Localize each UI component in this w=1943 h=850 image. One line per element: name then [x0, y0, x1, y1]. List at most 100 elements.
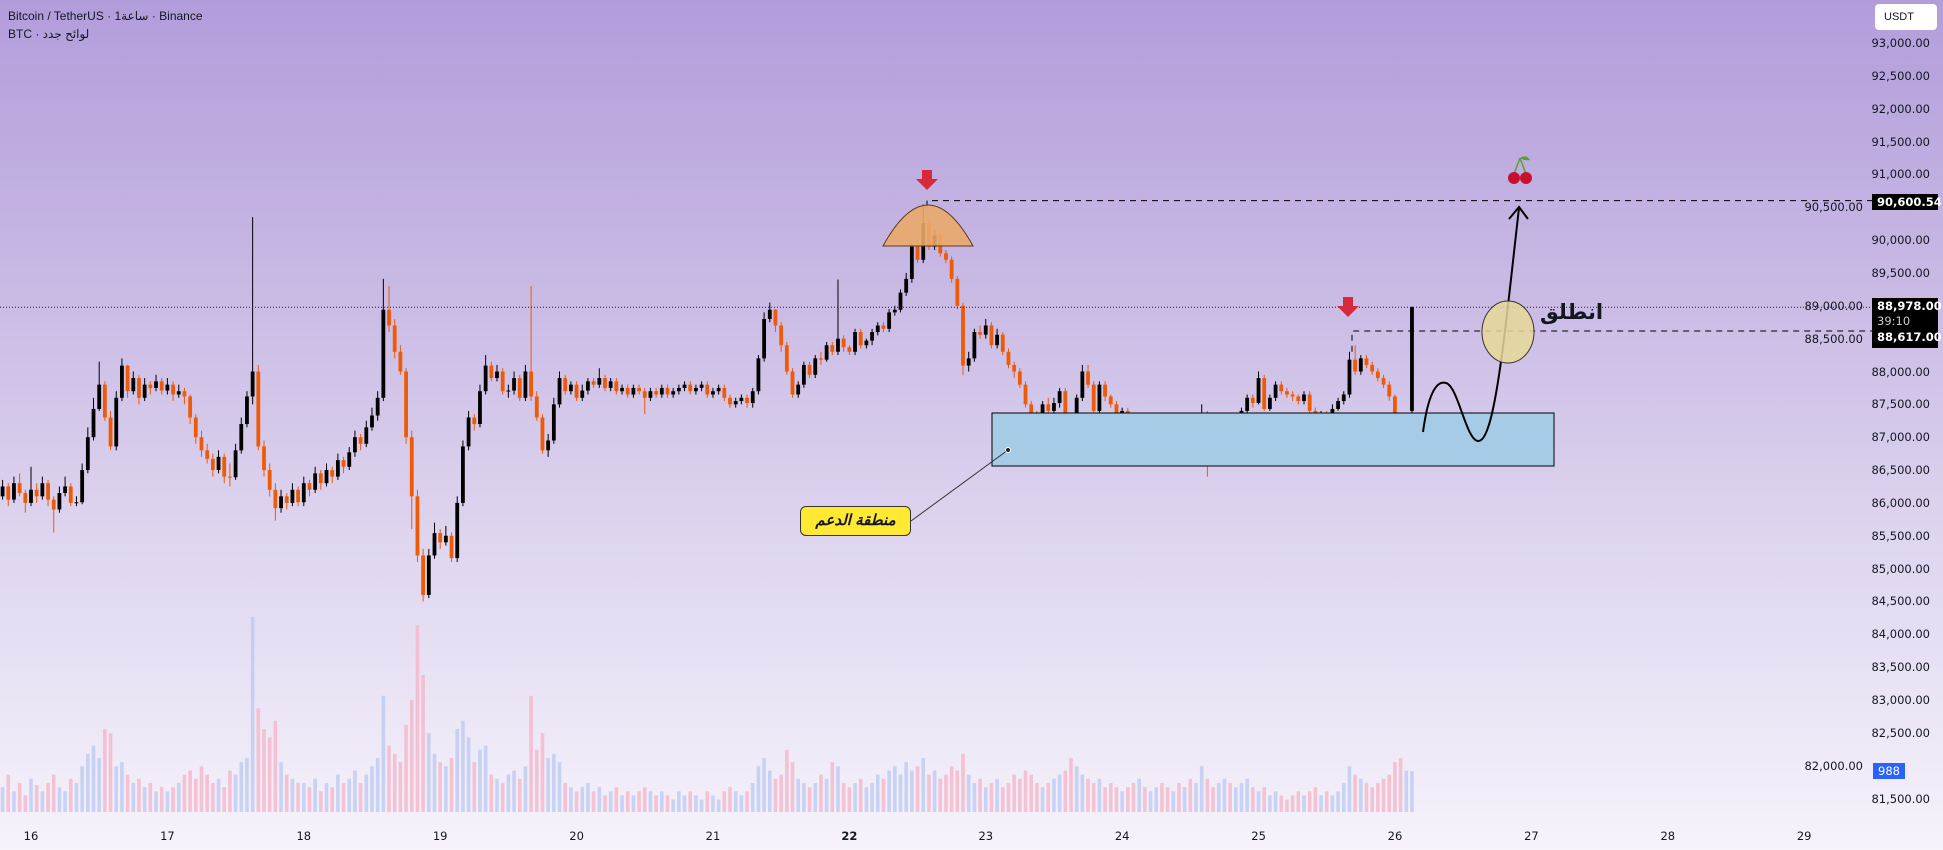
candle[interactable]: [1108, 394, 1113, 408]
candle[interactable]: [586, 378, 590, 395]
candle[interactable]: [745, 394, 749, 408]
candle[interactable]: [637, 384, 641, 395]
candle[interactable]: [182, 387, 187, 405]
candle[interactable]: [228, 463, 232, 487]
candle[interactable]: [148, 381, 153, 395]
candle[interactable]: [40, 476, 45, 500]
candle[interactable]: [722, 384, 727, 402]
candle[interactable]: [966, 351, 971, 372]
candle[interactable]: [210, 453, 215, 477]
candle[interactable]: [676, 384, 681, 395]
candle[interactable]: [580, 384, 585, 402]
candle[interactable]: [171, 381, 175, 402]
candle[interactable]: [443, 525, 448, 546]
candle[interactable]: [551, 397, 556, 444]
candle[interactable]: [1358, 355, 1363, 375]
candle[interactable]: [1302, 391, 1306, 405]
candle[interactable]: [961, 302, 965, 375]
candle[interactable]: [1091, 381, 1096, 415]
candle[interactable]: [409, 430, 414, 530]
candle[interactable]: [563, 374, 568, 395]
candle[interactable]: [665, 384, 670, 398]
candle[interactable]: [1370, 361, 1375, 375]
candle[interactable]: [290, 483, 295, 507]
candle[interactable]: [324, 463, 329, 487]
candle[interactable]: [63, 476, 67, 497]
candle[interactable]: [642, 387, 647, 415]
candle[interactable]: [392, 318, 397, 359]
candle[interactable]: [830, 341, 835, 356]
candle[interactable]: [301, 476, 306, 507]
candle[interactable]: [534, 391, 539, 421]
candle[interactable]: [995, 328, 1000, 349]
candle[interactable]: [165, 378, 170, 395]
candle[interactable]: [250, 217, 255, 405]
candle[interactable]: [455, 496, 460, 563]
candle[interactable]: [671, 387, 676, 398]
candle[interactable]: [415, 489, 420, 563]
candle[interactable]: [154, 374, 158, 392]
candle[interactable]: [364, 420, 369, 448]
candle[interactable]: [142, 378, 147, 402]
candle[interactable]: [784, 341, 789, 375]
candle[interactable]: [699, 381, 704, 392]
candle[interactable]: [347, 447, 352, 471]
candle[interactable]: [381, 278, 386, 402]
candle[interactable]: [387, 286, 391, 333]
candle[interactable]: [1023, 381, 1028, 408]
candle[interactable]: [375, 391, 380, 421]
candle[interactable]: [796, 381, 801, 398]
candle[interactable]: [335, 453, 340, 480]
candle[interactable]: [847, 345, 852, 356]
candle[interactable]: [523, 364, 528, 402]
candle[interactable]: [773, 309, 778, 333]
candle[interactable]: [1012, 361, 1017, 379]
candle[interactable]: [1256, 371, 1261, 405]
candle[interactable]: [34, 483, 39, 503]
candle[interactable]: [262, 440, 266, 477]
candle[interactable]: [1245, 394, 1250, 415]
candle[interactable]: [461, 440, 465, 507]
candle[interactable]: [654, 387, 659, 398]
candle[interactable]: [506, 384, 511, 398]
candle[interactable]: [694, 384, 698, 395]
candle[interactable]: [74, 496, 79, 507]
candle[interactable]: [421, 548, 426, 602]
candle[interactable]: [284, 493, 289, 510]
candle[interactable]: [1347, 351, 1352, 398]
candle[interactable]: [767, 302, 772, 323]
candle[interactable]: [256, 364, 261, 451]
candle[interactable]: [529, 286, 534, 402]
candle[interactable]: [159, 378, 164, 395]
candle[interactable]: [472, 414, 477, 431]
candle[interactable]: [199, 430, 204, 457]
candle[interactable]: [1017, 368, 1022, 388]
candle[interactable]: [495, 364, 499, 382]
candle[interactable]: [1279, 381, 1284, 395]
candle[interactable]: [1290, 391, 1295, 402]
candle[interactable]: [750, 387, 755, 408]
candle[interactable]: [17, 473, 22, 497]
candle[interactable]: [733, 397, 738, 408]
candle[interactable]: [881, 322, 886, 333]
candle[interactable]: [1046, 397, 1051, 415]
candle[interactable]: [1341, 391, 1346, 405]
candle[interactable]: [279, 489, 283, 513]
launch-circle[interactable]: [1481, 300, 1535, 364]
candle[interactable]: [23, 489, 28, 513]
candle[interactable]: [233, 443, 238, 480]
candle[interactable]: [944, 249, 948, 264]
candle[interactable]: [432, 522, 437, 559]
candle[interactable]: [188, 394, 193, 425]
candle[interactable]: [716, 384, 721, 395]
candle[interactable]: [125, 364, 130, 398]
candle[interactable]: [137, 374, 141, 405]
candle[interactable]: [273, 483, 278, 521]
candle[interactable]: [978, 325, 982, 339]
candle[interactable]: [568, 381, 573, 395]
candle[interactable]: [949, 256, 954, 283]
candle[interactable]: [512, 371, 516, 395]
candle[interactable]: [398, 345, 403, 375]
candle[interactable]: [80, 463, 85, 505]
candle[interactable]: [216, 450, 221, 474]
